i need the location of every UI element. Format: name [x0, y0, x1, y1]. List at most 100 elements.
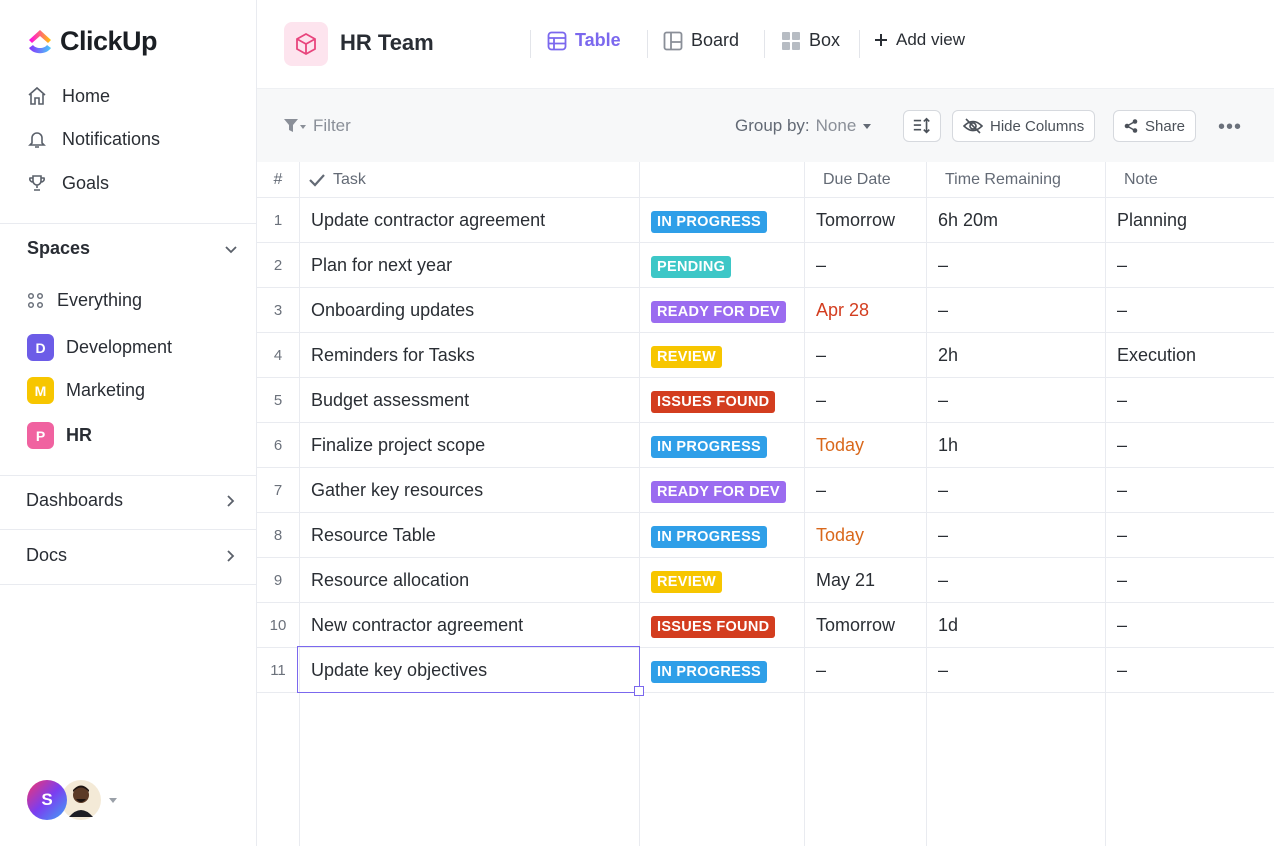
nav-home[interactable]: Home — [26, 85, 110, 107]
task-name-cell[interactable]: Plan for next year — [311, 254, 453, 275]
task-name-cell[interactable]: Finalize project scope — [311, 434, 486, 455]
task-name-cell[interactable]: Resource Table — [311, 524, 436, 545]
filter-label: Filter — [313, 116, 351, 135]
spaces-header[interactable]: Spaces — [27, 238, 239, 259]
status-badge[interactable]: IN PROGRESS — [651, 210, 768, 233]
column-header-note[interactable]: Note — [1124, 171, 1158, 188]
status-badge[interactable]: ISSUES FOUND — [651, 615, 776, 638]
task-name-cell[interactable]: Onboarding updates — [311, 299, 475, 320]
status-badge[interactable]: READY FOR DEV — [651, 300, 786, 323]
status-badge[interactable]: IN PROGRESS — [651, 660, 768, 683]
column-header-due[interactable]: Due Date — [823, 171, 891, 188]
time-remaining-cell[interactable]: – — [938, 389, 949, 410]
due-date-cell[interactable]: – — [816, 344, 827, 365]
tab-box-label: Box — [809, 30, 841, 50]
share-button[interactable]: Share — [1113, 110, 1197, 142]
due-date-cell[interactable]: – — [816, 659, 827, 680]
time-remaining-cell[interactable]: 1h — [938, 434, 959, 455]
time-remaining-cell[interactable]: – — [938, 659, 949, 680]
dashboards-link[interactable]: Dashboards — [26, 490, 238, 511]
tab-table[interactable]: Table — [547, 30, 621, 51]
task-name-cell[interactable]: Reminders for Tasks — [311, 344, 475, 365]
time-remaining-cell[interactable]: 6h 20m — [938, 209, 999, 230]
status-badge[interactable]: IN PROGRESS — [651, 435, 768, 458]
status-badge[interactable]: IN PROGRESS — [651, 525, 768, 548]
add-view-label: Add view — [896, 30, 965, 49]
column-header-remaining[interactable]: Time Remaining — [945, 171, 1061, 188]
note-cell[interactable]: – — [1117, 659, 1128, 680]
status-badge[interactable]: REVIEW — [651, 570, 722, 593]
note-cell[interactable]: – — [1117, 614, 1128, 635]
due-date-cell[interactable]: Tomorrow — [816, 209, 896, 230]
row-divider — [257, 557, 1274, 558]
task-name-cell[interactable]: New contractor agreement — [311, 614, 524, 635]
space-everything[interactable]: Everything — [27, 290, 142, 311]
row-divider — [257, 287, 1274, 288]
time-remaining-cell[interactable]: 1d — [938, 614, 959, 635]
status-badge[interactable]: ISSUES FOUND — [651, 390, 776, 413]
tab-board[interactable]: Board — [663, 30, 739, 51]
nav-goals[interactable]: Goals — [26, 172, 109, 194]
dashboards-label: Dashboards — [26, 490, 124, 510]
space-marketing[interactable]: M Marketing — [27, 377, 145, 404]
time-remaining-cell[interactable]: – — [938, 524, 949, 545]
toolbar: Filter Group by: None Hide Columns Share… — [257, 88, 1274, 162]
time-remaining-cell[interactable]: 2h — [938, 344, 959, 365]
nav-notifications[interactable]: Notifications — [26, 128, 160, 150]
due-date-cell[interactable]: Today — [816, 524, 865, 545]
task-name-cell[interactable]: Update key objectives — [311, 659, 488, 680]
note-cell[interactable]: – — [1117, 479, 1128, 500]
box-icon — [782, 31, 800, 50]
fill-handle[interactable] — [634, 686, 644, 696]
time-remaining-cell[interactable]: – — [938, 299, 949, 320]
task-name-cell[interactable]: Resource allocation — [311, 569, 470, 590]
space-label: HR — [66, 425, 92, 445]
cube-icon — [296, 32, 316, 56]
note-cell[interactable]: Planning — [1117, 209, 1188, 230]
due-date-cell[interactable]: – — [816, 254, 827, 275]
row-number: 1 — [273, 211, 283, 229]
hide-columns-button[interactable]: Hide Columns — [952, 110, 1096, 142]
user-menu[interactable]: S — [27, 780, 119, 820]
time-remaining-cell[interactable]: – — [938, 254, 949, 275]
due-date-cell[interactable]: Apr 28 — [816, 299, 870, 320]
status-badge[interactable]: REVIEW — [651, 345, 722, 368]
docs-link[interactable]: Docs — [26, 545, 238, 566]
caret-down-icon — [863, 124, 872, 129]
due-date-cell[interactable]: May 21 — [816, 569, 876, 590]
note-cell[interactable]: – — [1117, 254, 1128, 275]
column-divider — [926, 162, 927, 846]
group-by-label: Group by: — [735, 116, 810, 135]
clickup-logo[interactable]: ClickUp — [26, 26, 158, 57]
column-header-task[interactable]: Task — [309, 162, 366, 198]
sort-button[interactable] — [903, 110, 941, 142]
due-date-cell[interactable]: Today — [816, 434, 865, 455]
note-cell[interactable]: – — [1117, 299, 1128, 320]
note-cell[interactable]: Execution — [1117, 344, 1197, 365]
add-view-button[interactable]: Add view — [874, 30, 965, 50]
time-remaining-cell[interactable]: – — [938, 569, 949, 590]
spaces-label: Spaces — [27, 238, 91, 258]
note-cell[interactable]: – — [1117, 434, 1128, 455]
avatar — [61, 780, 101, 820]
due-date-cell[interactable]: – — [816, 389, 827, 410]
group-by-dropdown[interactable]: Group by: None — [735, 116, 872, 136]
filter-button[interactable]: Filter — [283, 116, 351, 136]
status-badge[interactable]: READY FOR DEV — [651, 480, 786, 503]
note-cell[interactable]: – — [1117, 569, 1128, 590]
space-development[interactable]: D Development — [27, 334, 172, 361]
note-cell[interactable]: – — [1117, 389, 1128, 410]
space-hr[interactable]: P HR — [27, 422, 92, 449]
bell-icon — [26, 128, 48, 150]
note-cell[interactable]: – — [1117, 524, 1128, 545]
more-options-icon[interactable]: ••• — [1218, 116, 1243, 138]
tab-box[interactable]: Box — [781, 30, 840, 51]
status-badge[interactable]: PENDING — [651, 255, 732, 278]
due-date-cell[interactable]: Tomorrow — [816, 614, 896, 635]
task-name-cell[interactable]: Update contractor agreement — [311, 209, 546, 230]
board-icon — [663, 31, 683, 50]
time-remaining-cell[interactable]: – — [938, 479, 949, 500]
task-name-cell[interactable]: Budget assessment — [311, 389, 470, 410]
due-date-cell[interactable]: – — [816, 479, 827, 500]
task-name-cell[interactable]: Gather key resources — [311, 479, 484, 500]
